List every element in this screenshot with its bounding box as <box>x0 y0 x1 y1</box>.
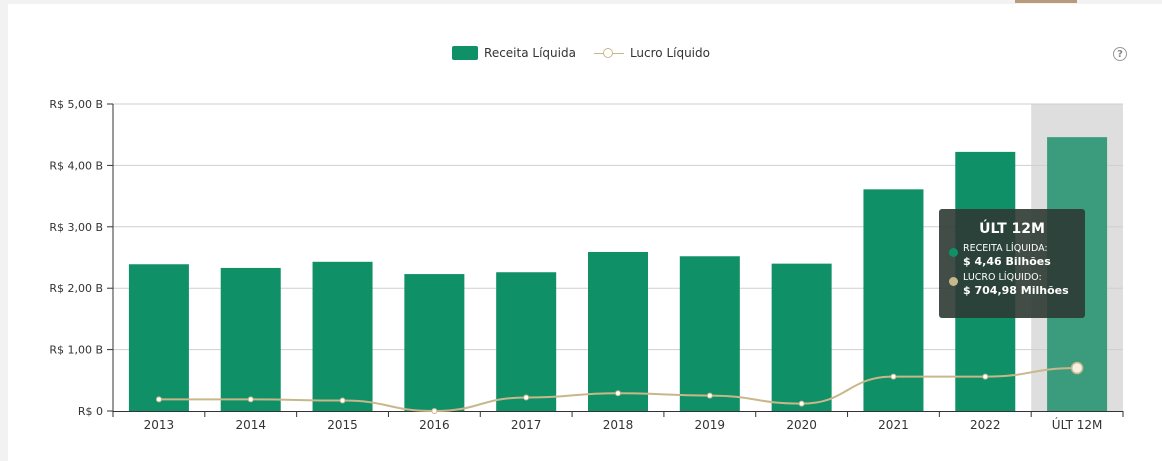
profit-point <box>982 373 989 380</box>
chart-tooltip: ÚLT 12M RECEITA LÍQUIDA: $ 4,46 Bilhões … <box>939 209 1085 318</box>
tooltip-revenue-value: $ 4,46 Bilhões <box>963 255 1051 268</box>
revenue-bar <box>404 274 465 411</box>
profit-point-highlight <box>1070 361 1084 375</box>
question-circle-icon[interactable]: ? <box>1113 47 1127 61</box>
tooltip-title: ÚLT 12M <box>979 221 1045 237</box>
profit-point <box>247 396 254 403</box>
x-tick-label: 2014 <box>235 418 266 432</box>
legend-item-revenue[interactable]: Receita Líquida <box>452 46 576 60</box>
y-tick-label: R$ 4,00 B <box>49 159 103 172</box>
x-tick-label: 2018 <box>603 418 634 432</box>
legend-line-swatch <box>593 46 624 60</box>
revenue-bar <box>679 256 740 411</box>
revenue-bar <box>128 264 189 411</box>
profit-point <box>890 373 897 380</box>
legend-bar-swatch <box>452 46 479 60</box>
x-tick-label: 2016 <box>419 418 450 432</box>
revenue-bar <box>771 263 832 411</box>
legend-item-profit[interactable]: Lucro Líquido <box>593 46 710 60</box>
x-tick-label: 2017 <box>511 418 542 432</box>
profit-point <box>339 397 346 404</box>
x-tick-label: 2020 <box>786 418 817 432</box>
y-tick-label: R$ 5,00 B <box>49 98 103 111</box>
y-tick-label: R$ 0 <box>78 405 103 418</box>
revenue-bar <box>588 251 648 411</box>
revenue-bar <box>496 272 557 411</box>
x-tick-label: 2019 <box>695 418 726 432</box>
legend-profit-label: Lucro Líquido <box>629 46 710 60</box>
y-tick-label: R$ 2,00 B <box>49 282 103 295</box>
legend-revenue-label: Receita Líquida <box>484 46 576 60</box>
profit-point <box>523 394 530 401</box>
profit-point <box>706 392 713 399</box>
tooltip-profit-dot <box>949 277 958 286</box>
x-tick-label: 2013 <box>144 418 175 432</box>
x-tick-label: 2022 <box>970 418 1001 432</box>
tooltip-row-profit: LUCRO LÍQUIDO: $ 704,98 Milhões <box>949 272 1075 297</box>
top-accent-bar <box>1015 0 1077 3</box>
y-tick-label: R$ 3,00 B <box>49 221 103 234</box>
tooltip-profit-value: $ 704,98 Milhões <box>963 284 1069 297</box>
revenue-bar <box>312 261 373 411</box>
profit-point <box>615 390 621 397</box>
profit-point <box>155 396 162 403</box>
x-tick-label: 2015 <box>327 418 358 432</box>
x-tick-label: 2021 <box>878 418 909 432</box>
profit-point <box>431 408 438 414</box>
y-tick-label: R$ 1,00 B <box>49 344 103 357</box>
tooltip-revenue-label: RECEITA LÍQUIDA: <box>963 243 1048 254</box>
x-tick-label: ÚLT 12M <box>1052 417 1103 432</box>
chart-legend: Receita Líquida Lucro Líquido <box>0 46 1162 60</box>
tooltip-row-revenue: RECEITA LÍQUIDA: $ 4,46 Bilhões <box>949 243 1075 268</box>
tooltip-revenue-dot <box>949 248 958 257</box>
revenue-bar <box>220 267 281 411</box>
tooltip-profit-label: LUCRO LÍQUIDO: <box>963 272 1042 283</box>
profit-point <box>798 400 805 407</box>
